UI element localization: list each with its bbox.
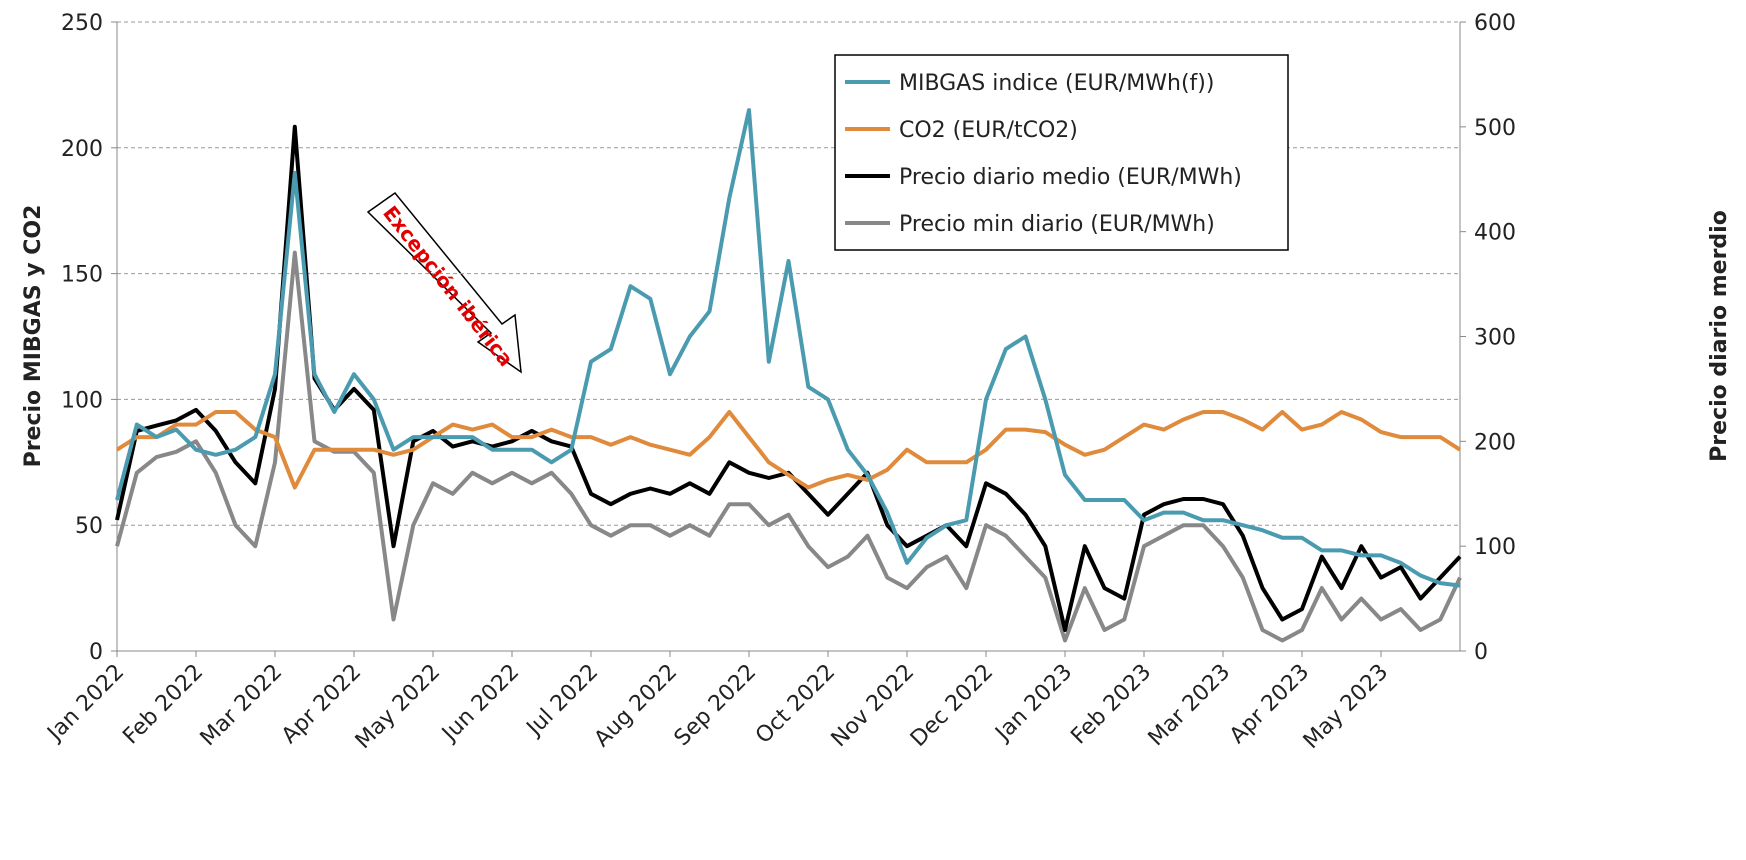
legend-label: Precio diario medio (EUR/MWh) [899,165,1242,190]
x-tick-label: Feb 2022 [118,660,208,750]
x-tick-label: Jan 2023 [990,660,1078,748]
y-tick-label: 100 [61,388,103,413]
x-tick-label: Aug 2022 [590,660,683,753]
series-line [115,108,1461,588]
y2-tick-label: 200 [1474,430,1516,455]
legend-box [834,54,1289,251]
x-tick-label: Jul 2022 [521,660,603,742]
y-tick-label: 50 [75,514,103,539]
x-tick-label: Jan 2022 [42,660,130,748]
series-line [115,410,1462,490]
series-line [115,250,1462,643]
y-tick-label: 200 [61,137,103,162]
y-axis-label: Precio MIBGAS y CO2 [21,205,46,468]
x-tick-label: Dec 2022 [906,660,998,752]
y-tick-label: 250 [61,11,103,36]
y2-tick-label: 0 [1474,640,1488,665]
legend-label: MIBGAS indice (EUR/MWh(f)) [899,71,1214,96]
y-tick-label: 0 [89,640,103,665]
y2-tick-label: 600 [1474,11,1516,36]
x-tick-label: Nov 2022 [827,660,920,753]
x-tick-label: Sep 2022 [670,660,762,752]
x-tick-label: Jun 2022 [436,660,524,748]
y2-tick-label: 400 [1474,221,1516,246]
y2-axis-label: Precio diario merdio [1707,210,1732,462]
x-tick-label: Feb 2023 [1066,660,1156,750]
x-tick-label: Mar 2023 [1144,660,1236,752]
y-tick-label: 150 [61,263,103,288]
legend-label: CO2 (EUR/tCO2) [899,118,1078,143]
annotation: Excepción ibérica [378,201,518,371]
y2-tick-label: 500 [1474,116,1516,141]
legend-label: Precio min diario (EUR/MWh) [899,212,1215,237]
y2-tick-label: 300 [1474,326,1516,351]
x-tick-label: May 2022 [351,660,445,754]
annotation-arrow [366,191,522,374]
y2-tick-label: 100 [1474,535,1516,560]
x-tick-label: May 2023 [1299,660,1393,754]
x-tick-label: Mar 2022 [196,660,288,752]
